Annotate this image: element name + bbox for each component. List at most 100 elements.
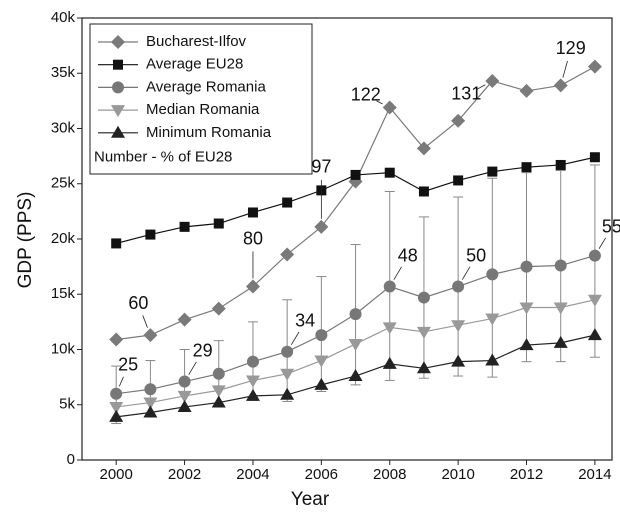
- marker: [485, 353, 500, 366]
- marker: [314, 219, 329, 234]
- marker: [487, 166, 498, 177]
- marker: [179, 221, 190, 232]
- marker: [280, 387, 295, 400]
- legend-marker: [111, 125, 125, 138]
- marker: [416, 361, 431, 374]
- marker: [384, 167, 395, 178]
- marker: [418, 186, 429, 197]
- annotation-leader: [118, 376, 124, 387]
- y-tick-label: 35k: [51, 64, 76, 81]
- legend-note: Number - % of EU28: [94, 148, 232, 165]
- y-tick-label: 40k: [51, 9, 76, 26]
- marker: [245, 279, 260, 294]
- marker: [521, 162, 532, 173]
- legend-marker: [111, 105, 125, 118]
- annotation: 129: [556, 38, 586, 58]
- marker: [109, 332, 124, 347]
- y-tick-label: 10k: [51, 340, 76, 357]
- annotation-leader: [290, 331, 300, 346]
- marker: [486, 268, 499, 281]
- legend-marker: [112, 81, 124, 94]
- x-tick-label: 2008: [373, 466, 406, 483]
- marker: [349, 308, 362, 321]
- legend-marker: [113, 59, 123, 70]
- marker: [282, 197, 293, 208]
- marker: [177, 390, 192, 403]
- marker: [280, 368, 295, 381]
- x-tick-label: 2010: [441, 466, 474, 483]
- marker: [453, 175, 464, 186]
- marker: [315, 329, 328, 342]
- marker: [485, 73, 500, 88]
- marker: [451, 354, 466, 367]
- x-tick-label: 2006: [305, 466, 338, 483]
- annotation: 25: [118, 354, 138, 374]
- annotation: 80: [243, 228, 263, 248]
- annotation: 34: [295, 310, 315, 330]
- x-tick-label: 2012: [510, 466, 543, 483]
- marker: [281, 345, 294, 358]
- legend-label: Median Romania: [146, 101, 260, 118]
- marker: [555, 159, 566, 170]
- marker: [519, 338, 534, 351]
- y-tick-label: 25k: [51, 175, 76, 192]
- marker: [553, 335, 568, 348]
- marker: [314, 355, 329, 368]
- marker: [111, 238, 122, 249]
- marker: [143, 397, 158, 410]
- marker: [144, 383, 157, 396]
- x-tick-label: 2002: [168, 466, 201, 483]
- annotation: 50: [466, 245, 486, 265]
- annotation-leader: [376, 100, 383, 105]
- marker: [416, 326, 431, 339]
- annotation-leader: [562, 60, 568, 78]
- annotation-leader: [476, 84, 486, 90]
- annotation: 48: [398, 245, 418, 265]
- marker: [109, 409, 124, 422]
- annotation-leader: [393, 266, 402, 280]
- marker: [587, 294, 602, 307]
- y-tick-label: 5k: [59, 396, 75, 413]
- marker: [245, 375, 260, 388]
- marker: [280, 247, 295, 262]
- y-tick-label: 15k: [51, 285, 76, 302]
- annotation-leader: [461, 266, 471, 280]
- marker: [417, 291, 430, 304]
- marker: [213, 218, 224, 229]
- marker: [245, 388, 260, 401]
- marker: [110, 387, 123, 400]
- annotation: 97: [311, 157, 331, 177]
- marker: [247, 207, 258, 218]
- marker: [520, 260, 533, 273]
- y-tick-label: 20k: [51, 230, 76, 247]
- x-tick-label: 2004: [236, 466, 269, 483]
- marker: [554, 259, 567, 272]
- marker: [143, 405, 158, 418]
- x-axis-title: Year: [291, 489, 330, 510]
- marker: [485, 313, 500, 326]
- marker: [348, 369, 363, 382]
- legend-box: [89, 23, 313, 175]
- y-tick-label: 30k: [51, 119, 76, 136]
- marker: [553, 302, 568, 315]
- legend-label: Average Romania: [146, 78, 266, 95]
- marker: [211, 395, 226, 408]
- marker: [452, 280, 465, 293]
- marker: [587, 59, 602, 74]
- marker: [451, 113, 466, 128]
- marker: [382, 322, 397, 335]
- marker: [382, 356, 397, 369]
- legend-label: Average EU28: [146, 56, 243, 73]
- marker: [589, 152, 600, 163]
- marker: [383, 280, 396, 293]
- marker: [519, 83, 534, 98]
- annotation: 55: [602, 216, 620, 236]
- marker: [348, 338, 363, 351]
- annotation: 60: [128, 293, 148, 313]
- marker: [177, 312, 192, 327]
- marker: [553, 78, 568, 93]
- annotation-leader: [188, 361, 197, 375]
- y-tick-label: 0: [67, 451, 75, 468]
- marker: [178, 375, 191, 388]
- annotation-leader: [142, 315, 148, 328]
